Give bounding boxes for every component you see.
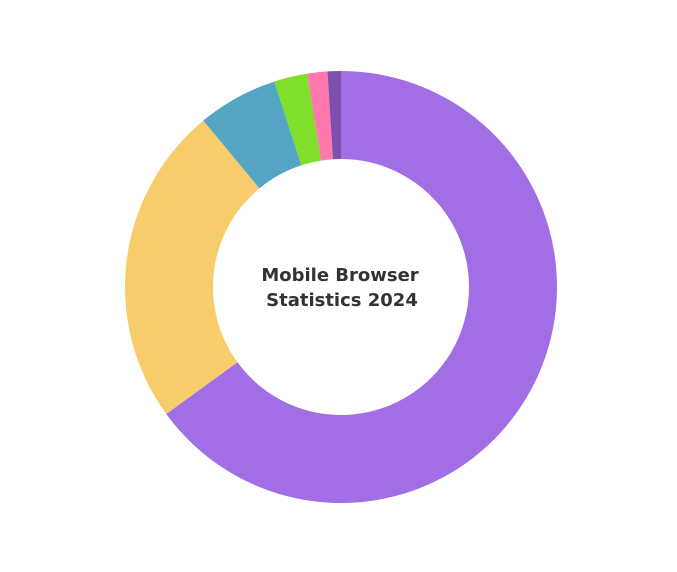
donut-slice-2[interactable] [125,120,260,414]
chart-title-line-2: Statistics 2024 [266,290,418,311]
donut-slice-5[interactable] [307,71,333,161]
chart-title-line-1: Mobile Browser [261,265,418,286]
donut-slice-3[interactable] [203,81,302,189]
donut-slice-6[interactable] [327,71,341,160]
donut-slice-1[interactable] [166,71,558,503]
donut-slices [125,71,558,503]
donut-slice-4[interactable] [274,73,321,166]
